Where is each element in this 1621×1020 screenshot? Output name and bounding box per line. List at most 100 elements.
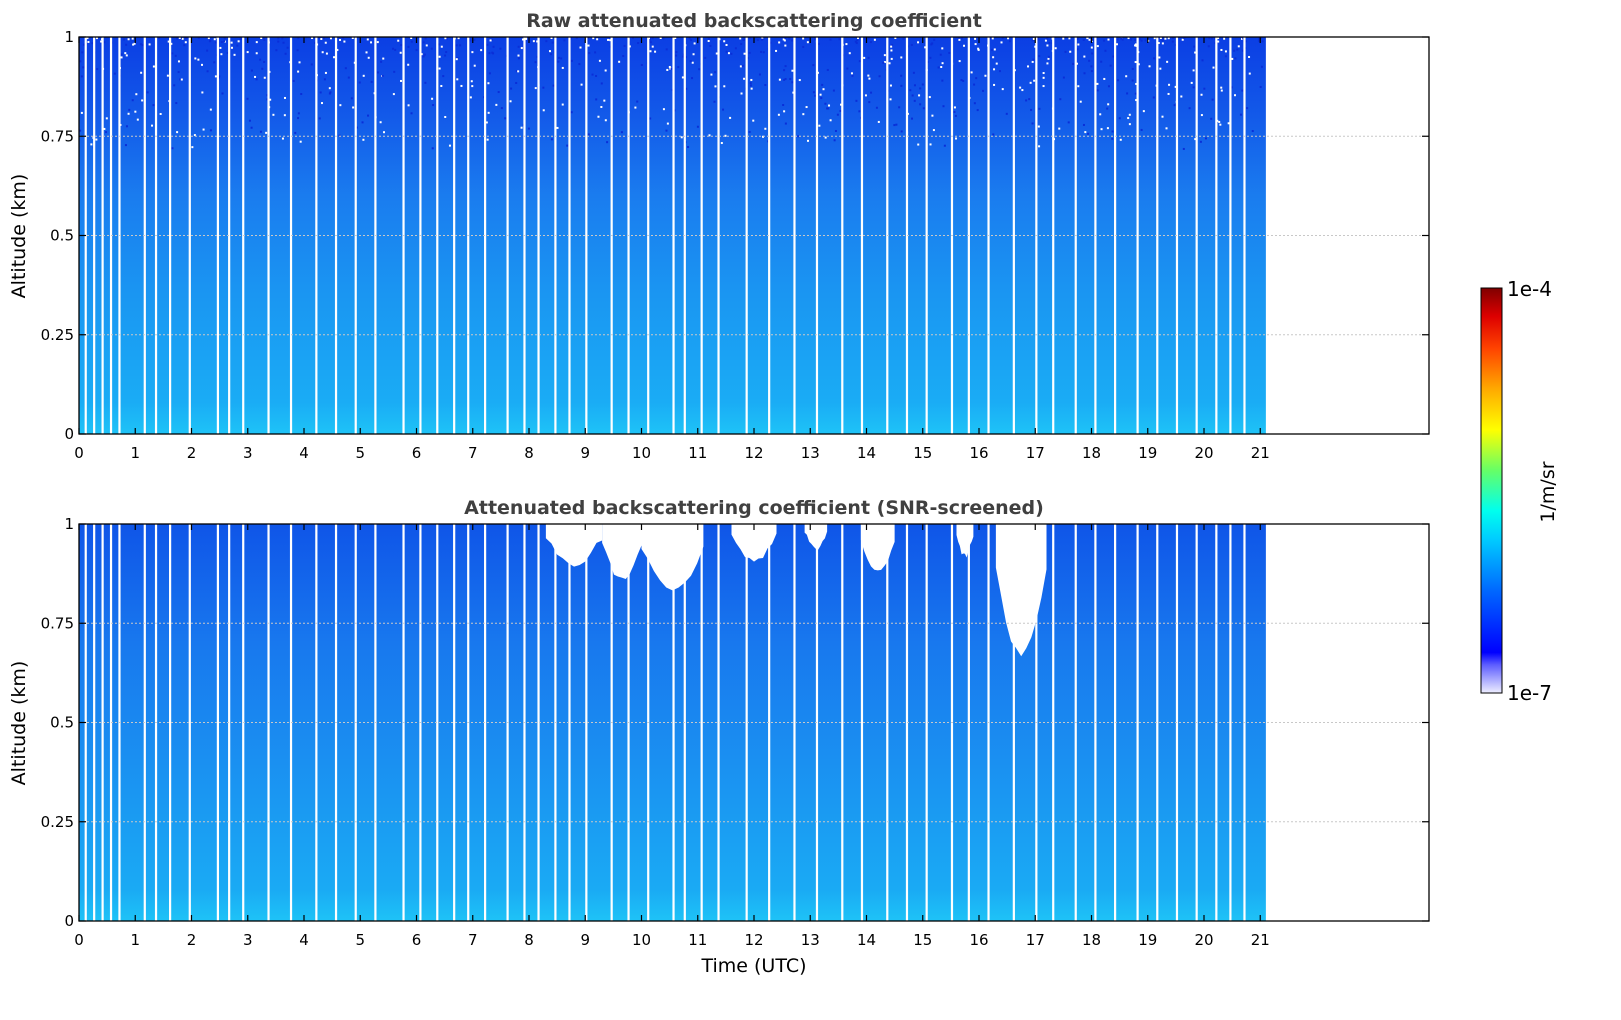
noise-speck xyxy=(127,112,130,115)
noise-speck xyxy=(1258,37,1261,40)
noise-speck xyxy=(90,143,93,146)
gap-column xyxy=(585,524,588,921)
noise-speck xyxy=(283,96,286,99)
noise-speck xyxy=(606,141,609,144)
noise-speck xyxy=(671,37,674,40)
noise-speck xyxy=(708,134,711,137)
noise-speck xyxy=(424,37,427,40)
x-tick-label: 3 xyxy=(243,444,253,462)
noise-speck xyxy=(962,79,965,82)
noise-speck xyxy=(1118,117,1121,120)
noise-speck xyxy=(839,109,842,112)
colorbar-min-label: 1e-7 xyxy=(1507,681,1552,705)
noise-speck xyxy=(992,133,995,136)
noise-speck xyxy=(1096,45,1099,48)
noise-speck xyxy=(221,92,224,95)
noise-speck xyxy=(1231,57,1234,60)
noise-speck xyxy=(868,101,871,104)
noise-speck xyxy=(607,38,610,41)
noise-speck xyxy=(594,51,597,54)
noise-speck xyxy=(424,81,427,84)
noise-speck xyxy=(791,69,794,72)
colorbar-max-label: 1e-4 xyxy=(1507,277,1552,301)
gap-column xyxy=(925,37,928,434)
noise-speck xyxy=(457,37,460,40)
noise-speck xyxy=(318,117,321,120)
noise-speck xyxy=(1192,86,1195,89)
noise-speck xyxy=(1174,44,1177,47)
noise-speck xyxy=(437,43,440,46)
panel-screened: Attenuated backscattering coefficient (S… xyxy=(8,497,1430,977)
noise-speck xyxy=(864,94,867,97)
noise-speck xyxy=(917,143,920,146)
noise-speck xyxy=(689,60,692,63)
noise-speck xyxy=(725,43,728,46)
noise-speck xyxy=(824,102,827,105)
noise-speck xyxy=(778,78,781,81)
noise-speck xyxy=(1090,65,1093,68)
noise-speck xyxy=(1220,48,1223,51)
noise-speck xyxy=(1174,85,1177,88)
noise-speck xyxy=(1059,98,1062,101)
noise-speck xyxy=(400,44,403,47)
noise-speck xyxy=(487,111,490,114)
noise-speck xyxy=(824,136,827,139)
panel-screened-gridlines xyxy=(79,622,1429,823)
noise-speck xyxy=(532,40,535,43)
x-tick-label: 19 xyxy=(1138,444,1157,462)
noise-speck xyxy=(855,99,858,102)
noise-speck xyxy=(517,57,520,60)
noise-speck xyxy=(520,126,523,129)
noise-speck xyxy=(1180,95,1183,98)
noise-speck xyxy=(1021,89,1024,92)
x-tick-label: 5 xyxy=(355,444,365,462)
noise-speck xyxy=(263,76,266,79)
noise-speck xyxy=(248,119,251,122)
noise-speck xyxy=(955,137,958,140)
noise-speck xyxy=(397,39,400,42)
noise-speck xyxy=(798,79,801,82)
noise-speck xyxy=(662,108,665,111)
noise-speck xyxy=(833,139,836,142)
noise-speck xyxy=(324,41,327,44)
noise-speck xyxy=(868,77,871,80)
x-tick-label: 19 xyxy=(1138,931,1157,949)
noise-speck xyxy=(666,68,669,71)
noise-speck xyxy=(586,37,589,40)
x-tick-label: 0 xyxy=(74,931,84,949)
noise-speck xyxy=(851,74,854,77)
noise-speck xyxy=(578,63,581,66)
noise-speck xyxy=(954,114,957,117)
noise-speck xyxy=(556,126,559,129)
noise-speck xyxy=(1200,114,1203,117)
gap-column xyxy=(745,37,748,434)
noise-speck xyxy=(550,138,553,141)
noise-speck xyxy=(379,121,382,124)
noise-speck xyxy=(1168,83,1171,86)
noise-speck xyxy=(1220,86,1223,89)
noise-speck xyxy=(1220,89,1223,92)
noise-speck xyxy=(651,37,654,40)
noise-speck xyxy=(176,131,179,134)
noise-speck xyxy=(604,69,607,72)
noise-speck xyxy=(993,83,996,86)
gap-column xyxy=(101,524,104,921)
noise-speck xyxy=(200,63,203,66)
gap-column xyxy=(1136,524,1139,921)
noise-speck xyxy=(151,124,154,127)
noise-speck xyxy=(722,108,725,111)
noise-speck xyxy=(177,71,180,74)
noise-speck xyxy=(560,57,563,60)
noise-speck xyxy=(208,40,211,43)
x-tick-label: 1 xyxy=(130,931,140,949)
noise-speck xyxy=(135,93,138,96)
noise-speck xyxy=(1030,108,1033,111)
noise-speck xyxy=(649,38,652,41)
noise-speck xyxy=(782,104,785,107)
noise-speck xyxy=(784,65,787,68)
noise-speck xyxy=(1088,38,1091,41)
noise-speck xyxy=(704,56,707,59)
noise-speck xyxy=(675,51,678,54)
noise-speck xyxy=(814,94,817,97)
x-tick-label: 20 xyxy=(1194,444,1213,462)
